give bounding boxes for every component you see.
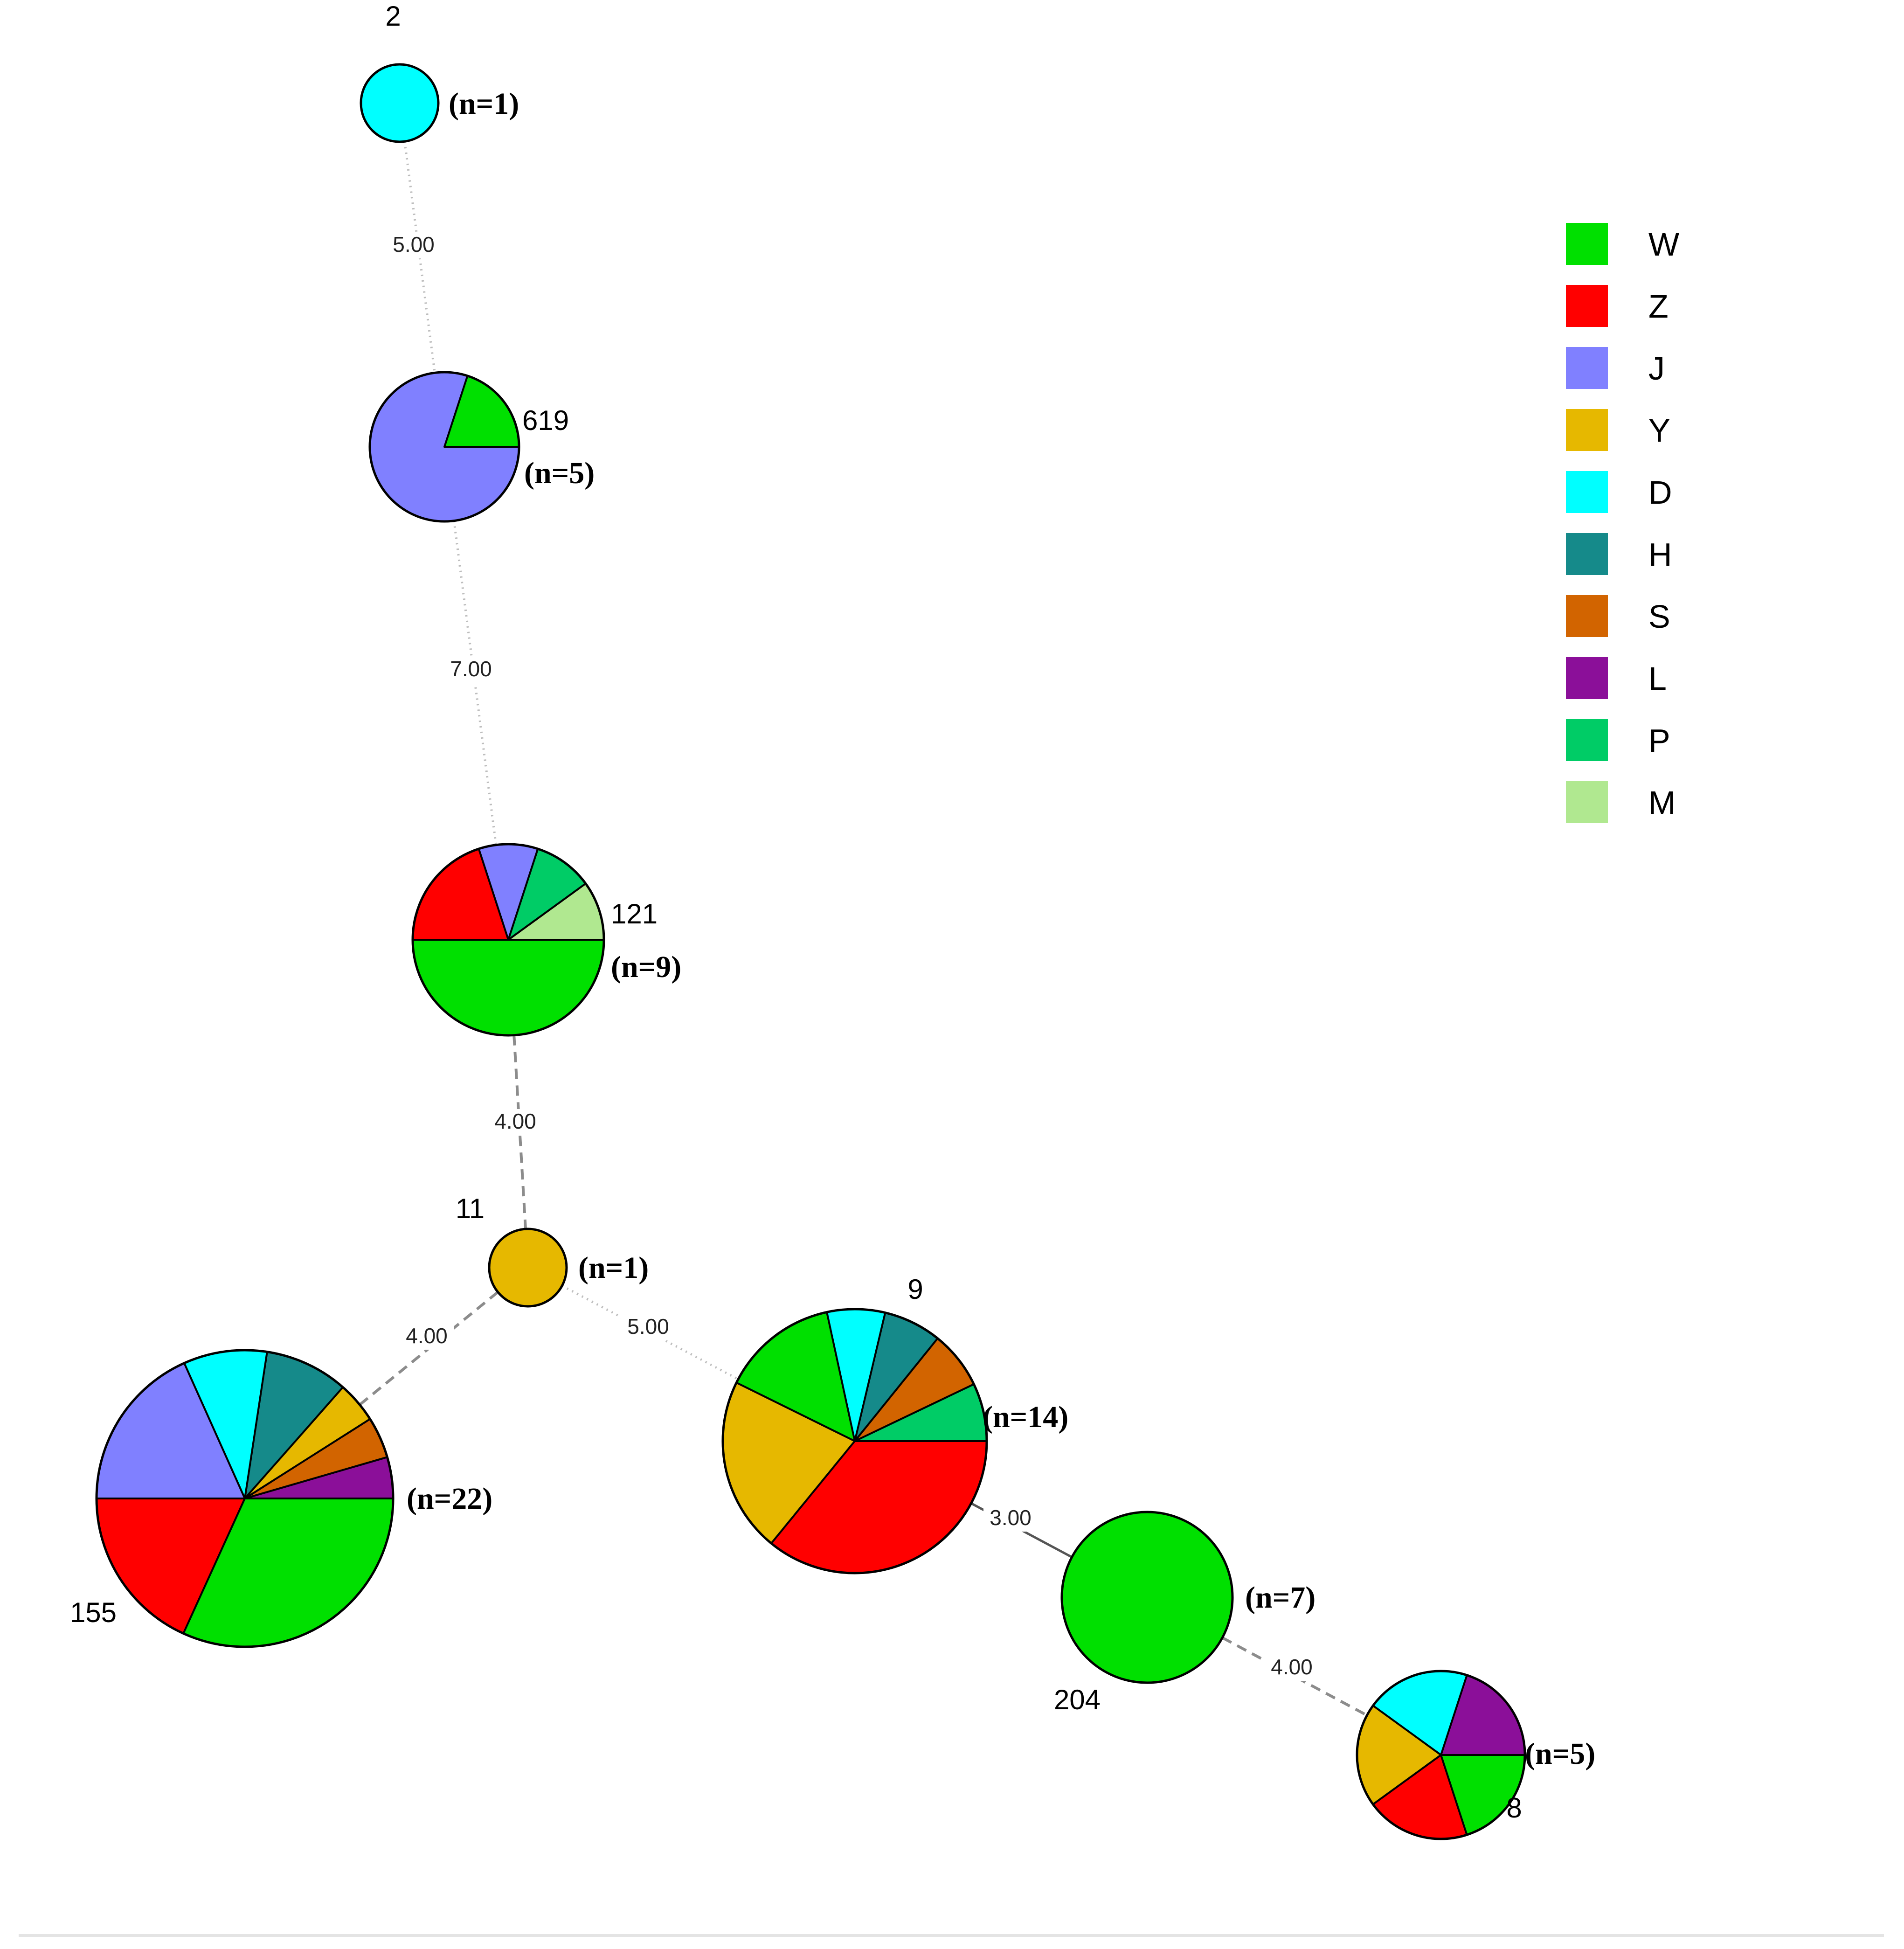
- legend-item-H: H: [1566, 533, 1672, 575]
- legend-swatch: [1566, 285, 1608, 327]
- sequence-type-label: 11: [456, 1193, 485, 1224]
- nodes-layer: 2 (n=1) 619 (n=5) 121 (n=9) 11 (n=1) 155 (n=22) 9 (…: [70, 0, 1595, 1840]
- edge-distance-label: 3.00: [990, 1505, 1032, 1530]
- isolate-count-label: (n=22): [407, 1482, 492, 1516]
- edge-label-background: [983, 1505, 1038, 1532]
- legend-label: Z: [1648, 288, 1669, 325]
- isolate-count-label: (n=14): [983, 1400, 1068, 1434]
- legend-label: D: [1648, 474, 1672, 511]
- legend-swatch: [1566, 471, 1608, 513]
- legend-swatch: [1566, 781, 1608, 823]
- legend-label: Y: [1648, 412, 1670, 449]
- legend-label: S: [1648, 598, 1670, 635]
- pie-outline: [368, 371, 520, 523]
- legend-swatch: [1566, 223, 1608, 265]
- sequence-type-label: 155: [70, 1597, 117, 1628]
- isolate-count-label: (n=1): [578, 1251, 649, 1285]
- edge-distance-label: 7.00: [450, 657, 492, 681]
- isolate-count-label: (n=1): [449, 87, 519, 121]
- isolate-count-label: (n=5): [1525, 1737, 1595, 1771]
- legend-label: W: [1648, 226, 1679, 263]
- sequence-type-label: 8: [1506, 1792, 1522, 1824]
- legend-item-M: M: [1566, 781, 1676, 823]
- legend-swatch: [1566, 657, 1608, 699]
- edge-distance-label: 4.00: [1271, 1655, 1313, 1679]
- edge-distance-label: 5.00: [393, 232, 435, 257]
- edge-label-background: [1265, 1655, 1319, 1681]
- pie-slice-Y: [488, 1228, 568, 1308]
- legend-item-L: L: [1566, 657, 1667, 699]
- edge-st619-st121: [453, 520, 498, 846]
- legend-swatch: [1566, 719, 1608, 761]
- node-st9: 9 (n=14): [721, 1274, 1068, 1574]
- pie-outline: [95, 1349, 395, 1648]
- legend-label: L: [1648, 660, 1667, 697]
- edge-distance-label: 4.00: [494, 1109, 536, 1133]
- node-st121: 121 (n=9): [411, 843, 681, 1037]
- pie-slice-D: [360, 63, 440, 143]
- legend-item-P: P: [1566, 719, 1670, 761]
- sequence-type-label: 619: [522, 405, 569, 436]
- isolate-count-label: (n=5): [524, 456, 595, 490]
- edge-distance-label: 5.00: [627, 1314, 669, 1339]
- edge-label-background: [444, 657, 498, 683]
- sequence-type-label: 9: [907, 1274, 923, 1305]
- sequence-type-label: 121: [611, 898, 658, 929]
- pie-slice-W: [412, 939, 605, 1036]
- edge-label-background: [400, 1324, 454, 1350]
- edge-label-background: [488, 1109, 542, 1135]
- legend-swatch: [1566, 347, 1608, 389]
- legend-item-Y: Y: [1566, 409, 1670, 451]
- edge-label-background: [621, 1314, 675, 1340]
- node-st2: 2 (n=1): [360, 0, 519, 143]
- pie-outline: [721, 1308, 988, 1574]
- legend-label: P: [1648, 722, 1670, 759]
- legend-item-W: W: [1566, 223, 1679, 265]
- node-st11: 11 (n=1): [456, 1193, 649, 1308]
- isolate-count-label: (n=9): [611, 950, 681, 984]
- edge-label-background: [387, 232, 441, 258]
- sequence-type-label: 2: [385, 0, 401, 32]
- legend-swatch: [1566, 409, 1608, 451]
- pie-slice-W: [1060, 1511, 1234, 1684]
- node-st8: 8(n=5): [1356, 1670, 1595, 1840]
- legend-item-Z: Z: [1566, 285, 1669, 327]
- node-st155: 155 (n=22): [70, 1349, 492, 1648]
- legend-item-S: S: [1566, 595, 1670, 637]
- legend-swatch: [1566, 595, 1608, 637]
- pie-outline: [411, 843, 605, 1037]
- legend-swatch: [1566, 533, 1608, 575]
- sequence-type-label: 204: [1054, 1684, 1101, 1715]
- edges-layer: 5.00 7.00 4.00 4.00 5.00 3.00 4.00: [359, 141, 1368, 1717]
- legend-label: H: [1648, 536, 1672, 573]
- legend-label: M: [1648, 784, 1676, 821]
- edge-st204-st8: [1221, 1636, 1368, 1717]
- node-st204: 204 (n=7): [1054, 1511, 1315, 1715]
- legend-label: J: [1648, 350, 1665, 387]
- node-st619: 619 (n=5): [368, 371, 595, 523]
- pie-outline: [1356, 1670, 1526, 1840]
- legend-item-J: J: [1566, 347, 1665, 389]
- edge-distance-label: 4.00: [406, 1324, 448, 1348]
- legend-item-D: D: [1566, 471, 1672, 513]
- isolate-count-label: (n=7): [1245, 1581, 1315, 1615]
